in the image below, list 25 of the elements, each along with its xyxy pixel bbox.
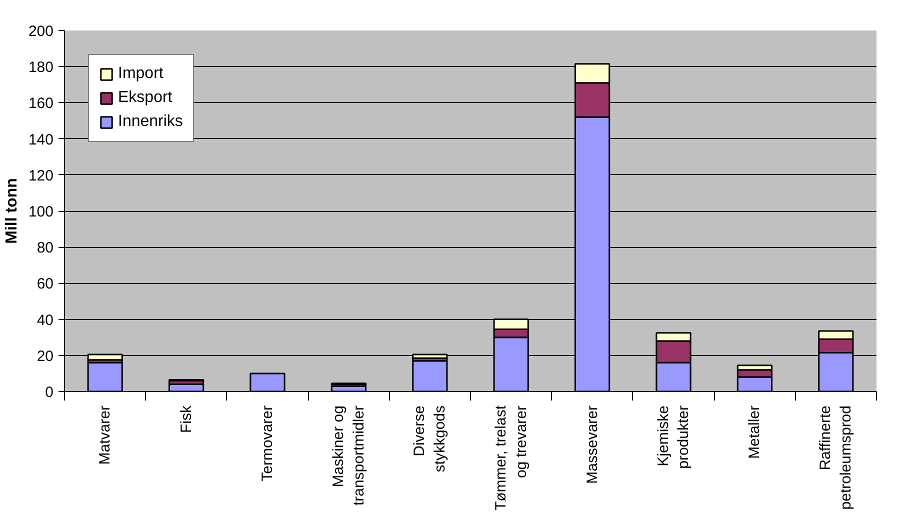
y-tick-label: 180 [28, 59, 54, 76]
y-tick-label: 120 [28, 167, 54, 184]
x-tick-label: Raffinerte petroleumsprod [817, 405, 855, 510]
y-tick-label: 140 [28, 131, 54, 148]
legend-label: Import [118, 65, 164, 83]
x-tick-label: Fisk [178, 405, 195, 433]
y-tick-label: 20 [36, 348, 54, 365]
y-tick-label: 200 [28, 23, 54, 40]
y-tick-label: 160 [28, 95, 54, 112]
y-tick-label: 100 [28, 204, 54, 220]
y-tick-label: 80 [36, 240, 54, 257]
y-tick-label: 60 [36, 276, 54, 293]
x-tick-label: Massevarer [584, 405, 601, 484]
x-tick-label: Kjemiske produkter [654, 405, 692, 469]
legend-label: Innenriks [118, 113, 183, 131]
legend-label: Eksport [118, 89, 172, 107]
y-tick-label: 40 [36, 312, 54, 329]
y-tick-label: 0 [45, 384, 54, 401]
x-tick-label: Termovarer [259, 405, 276, 482]
x-tick-label: Metaller [746, 405, 764, 459]
x-tick-label: Diverse stykkgods [411, 405, 449, 472]
x-tick-label: Matvarer [96, 405, 114, 465]
y-axis-title: Mill tonn [3, 178, 20, 244]
x-tick-label: Tømmer, trelast og trevarer [492, 404, 530, 511]
x-tick-label: Maskiner og transportmidler [330, 405, 368, 506]
